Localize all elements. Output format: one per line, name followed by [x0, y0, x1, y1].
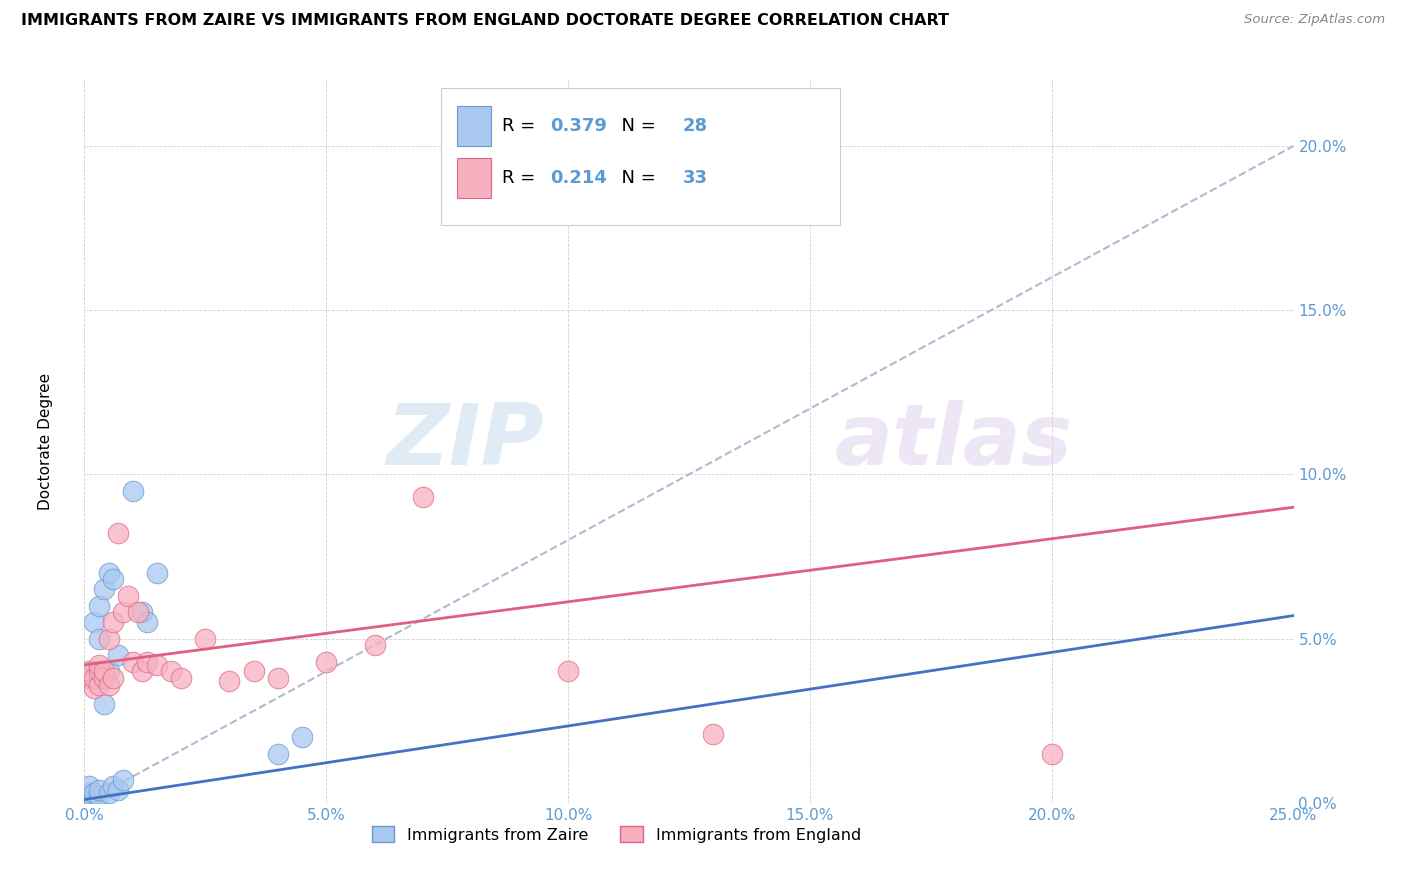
- Point: [103, 671, 125, 685]
- Text: Source: ZipAtlas.com: Source: ZipAtlas.com: [1244, 13, 1385, 27]
- Point: [103, 615, 125, 630]
- Point: [83, 681, 105, 695]
- Text: IMMIGRANTS FROM ZAIRE VS IMMIGRANTS FROM ENGLAND DOCTORATE DEGREE CORRELATION CH: IMMIGRANTS FROM ZAIRE VS IMMIGRANTS FROM…: [21, 13, 949, 29]
- Point: [77, 665, 100, 679]
- Point: [136, 615, 159, 630]
- Point: [267, 747, 290, 761]
- Point: [170, 671, 193, 685]
- Point: [107, 648, 129, 662]
- Point: [83, 786, 105, 800]
- Text: atlas: atlas: [834, 400, 1073, 483]
- Point: [146, 566, 169, 580]
- Point: [87, 789, 110, 804]
- Point: [146, 657, 169, 672]
- Point: [83, 671, 105, 685]
- Legend: Immigrants from Zaire, Immigrants from England: Immigrants from Zaire, Immigrants from E…: [366, 820, 868, 849]
- Point: [97, 665, 120, 679]
- Point: [87, 677, 110, 691]
- Point: [218, 674, 240, 689]
- Point: [97, 677, 120, 691]
- Point: [121, 655, 143, 669]
- Text: 0.214: 0.214: [550, 169, 607, 186]
- Point: [107, 782, 129, 797]
- Point: [93, 698, 115, 712]
- Text: 0.379: 0.379: [550, 117, 607, 135]
- Point: [103, 780, 125, 794]
- Point: [87, 665, 110, 679]
- Text: N =: N =: [610, 169, 662, 186]
- Point: [87, 599, 110, 613]
- Point: [87, 632, 110, 646]
- Point: [103, 573, 125, 587]
- Text: N =: N =: [610, 117, 662, 135]
- Point: [77, 671, 100, 685]
- Point: [77, 789, 100, 804]
- Point: [93, 671, 115, 685]
- Point: [77, 786, 100, 800]
- Point: [107, 526, 129, 541]
- Text: ZIP: ZIP: [387, 400, 544, 483]
- Point: [136, 655, 159, 669]
- Point: [93, 665, 115, 679]
- Point: [702, 727, 724, 741]
- Point: [291, 730, 314, 744]
- Text: R =: R =: [502, 169, 540, 186]
- Point: [117, 589, 139, 603]
- Point: [93, 582, 115, 597]
- Point: [77, 780, 100, 794]
- Point: [87, 782, 110, 797]
- Point: [131, 605, 153, 619]
- Point: [242, 665, 264, 679]
- Point: [267, 671, 290, 685]
- Point: [83, 665, 105, 679]
- Point: [412, 491, 434, 505]
- Point: [160, 665, 183, 679]
- Point: [557, 665, 579, 679]
- Point: [77, 792, 100, 806]
- Point: [121, 483, 143, 498]
- Point: [315, 655, 337, 669]
- FancyBboxPatch shape: [457, 158, 491, 198]
- Text: 28: 28: [683, 117, 709, 135]
- Point: [112, 772, 135, 787]
- Point: [87, 657, 110, 672]
- Point: [83, 792, 105, 806]
- Point: [97, 786, 120, 800]
- Text: R =: R =: [502, 117, 540, 135]
- FancyBboxPatch shape: [457, 106, 491, 145]
- Point: [131, 665, 153, 679]
- Point: [1040, 747, 1063, 761]
- Text: Doctorate Degree: Doctorate Degree: [38, 373, 53, 510]
- Point: [194, 632, 217, 646]
- Point: [127, 605, 149, 619]
- Text: 33: 33: [683, 169, 707, 186]
- Point: [97, 632, 120, 646]
- Point: [112, 605, 135, 619]
- Point: [83, 615, 105, 630]
- Point: [97, 566, 120, 580]
- Point: [363, 638, 385, 652]
- FancyBboxPatch shape: [441, 87, 841, 225]
